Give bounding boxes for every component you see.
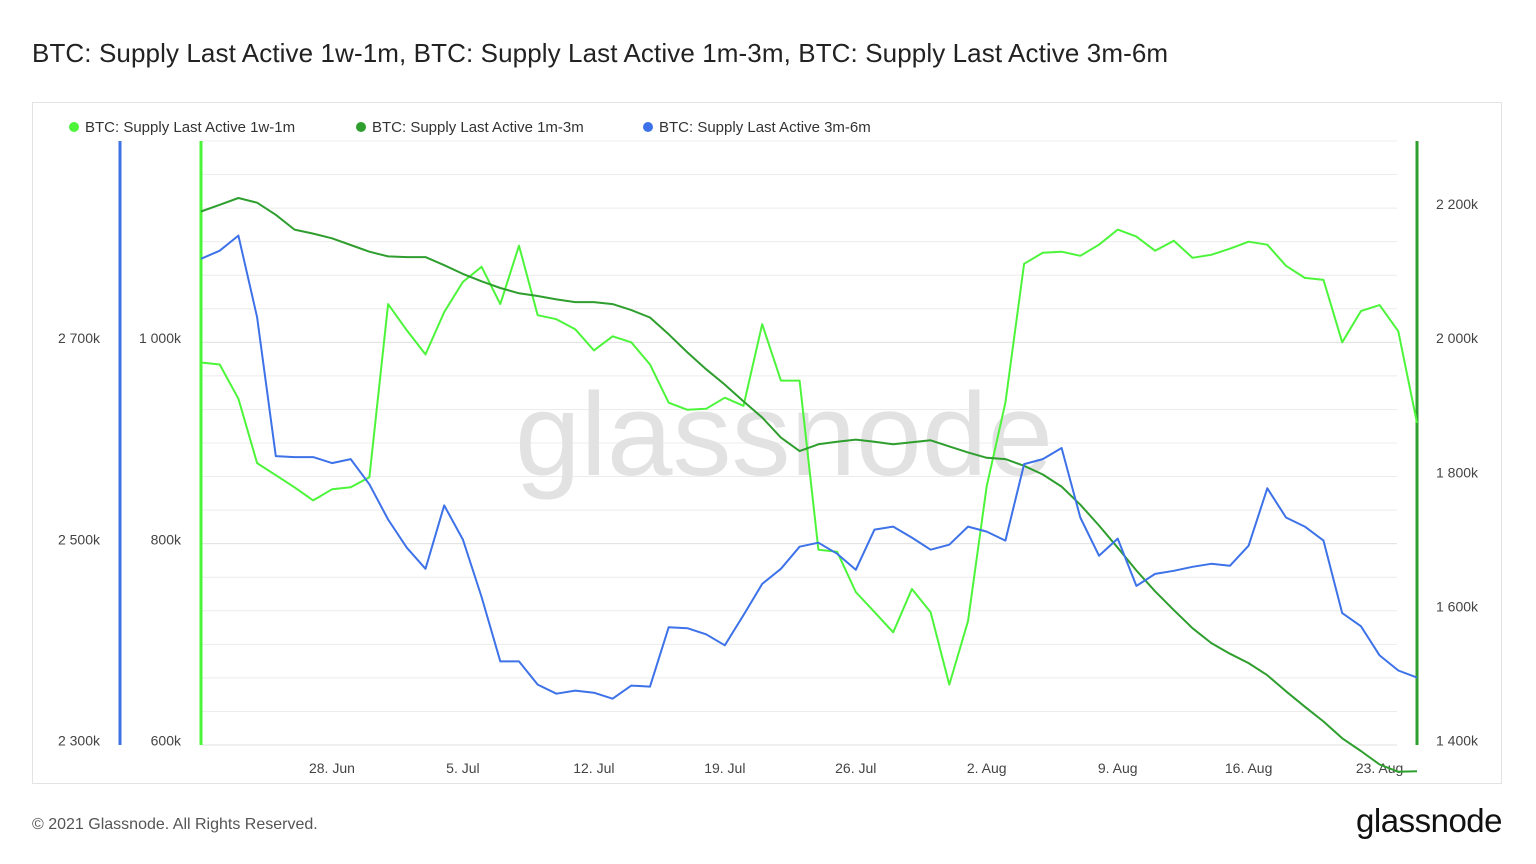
copyright-text: © 2021 Glassnode. All Rights Reserved. [32, 816, 318, 833]
watermark-text: glassnode [515, 369, 1053, 501]
chart-title: BTC: Supply Last Active 1w-1m, BTC: Supp… [32, 38, 1169, 68]
y-tick-middle: 1 000k [139, 330, 182, 346]
x-tick-label: 2. Aug [967, 760, 1007, 776]
chart-canvas[interactable]: glassnode 2 300k 2 500k 2 700k 600k 800k 1 000… [33, 103, 1501, 783]
x-tick-label: 28. Jun [309, 760, 355, 776]
x-tick-label: 23. Aug [1356, 760, 1404, 776]
x-tick-label: 5. Jul [446, 760, 479, 776]
y-tick-left: 2 700k [58, 330, 101, 346]
legend-item-1w-1m[interactable]: BTC: Supply Last Active 1w-1m [85, 119, 295, 136]
y-tick-left: 2 500k [58, 531, 101, 547]
y-tick-right: 2 200k [1436, 196, 1479, 212]
x-tick-label: 9. Aug [1098, 760, 1138, 776]
y-tick-middle: 800k [151, 531, 182, 547]
chart-frame: glassnode 2 300k 2 500k 2 700k 600k 800k 1 000… [32, 102, 1502, 784]
legend-item-3m-6m[interactable]: BTC: Supply Last Active 3m-6m [659, 119, 871, 136]
x-tick-label: 16. Aug [1225, 760, 1273, 776]
x-tick-label: 19. Jul [704, 760, 745, 776]
y-tick-right: 1 800k [1436, 464, 1479, 480]
y-tick-middle: 600k [151, 733, 182, 749]
series-line-1w-1m[interactable] [200, 228, 1418, 686]
x-tick-label: 26. Jul [835, 760, 876, 776]
y-tick-right: 1 600k [1436, 598, 1479, 614]
legend-item-1m-3m[interactable]: BTC: Supply Last Active 1m-3m [372, 119, 584, 136]
y-tick-right: 1 400k [1436, 733, 1479, 749]
y-tick-left: 2 300k [58, 733, 101, 749]
legend-marker-icon[interactable] [643, 122, 653, 132]
legend-marker-icon[interactable] [356, 122, 366, 132]
series-line-1m-3m[interactable] [200, 197, 1418, 773]
series-line-3m-6m[interactable] [200, 234, 1418, 700]
legend-marker-icon[interactable] [69, 122, 79, 132]
x-tick-label: 12. Jul [573, 760, 614, 776]
glassnode-logo[interactable]: glassnode [1356, 802, 1502, 839]
y-tick-right: 2 000k [1436, 330, 1479, 346]
